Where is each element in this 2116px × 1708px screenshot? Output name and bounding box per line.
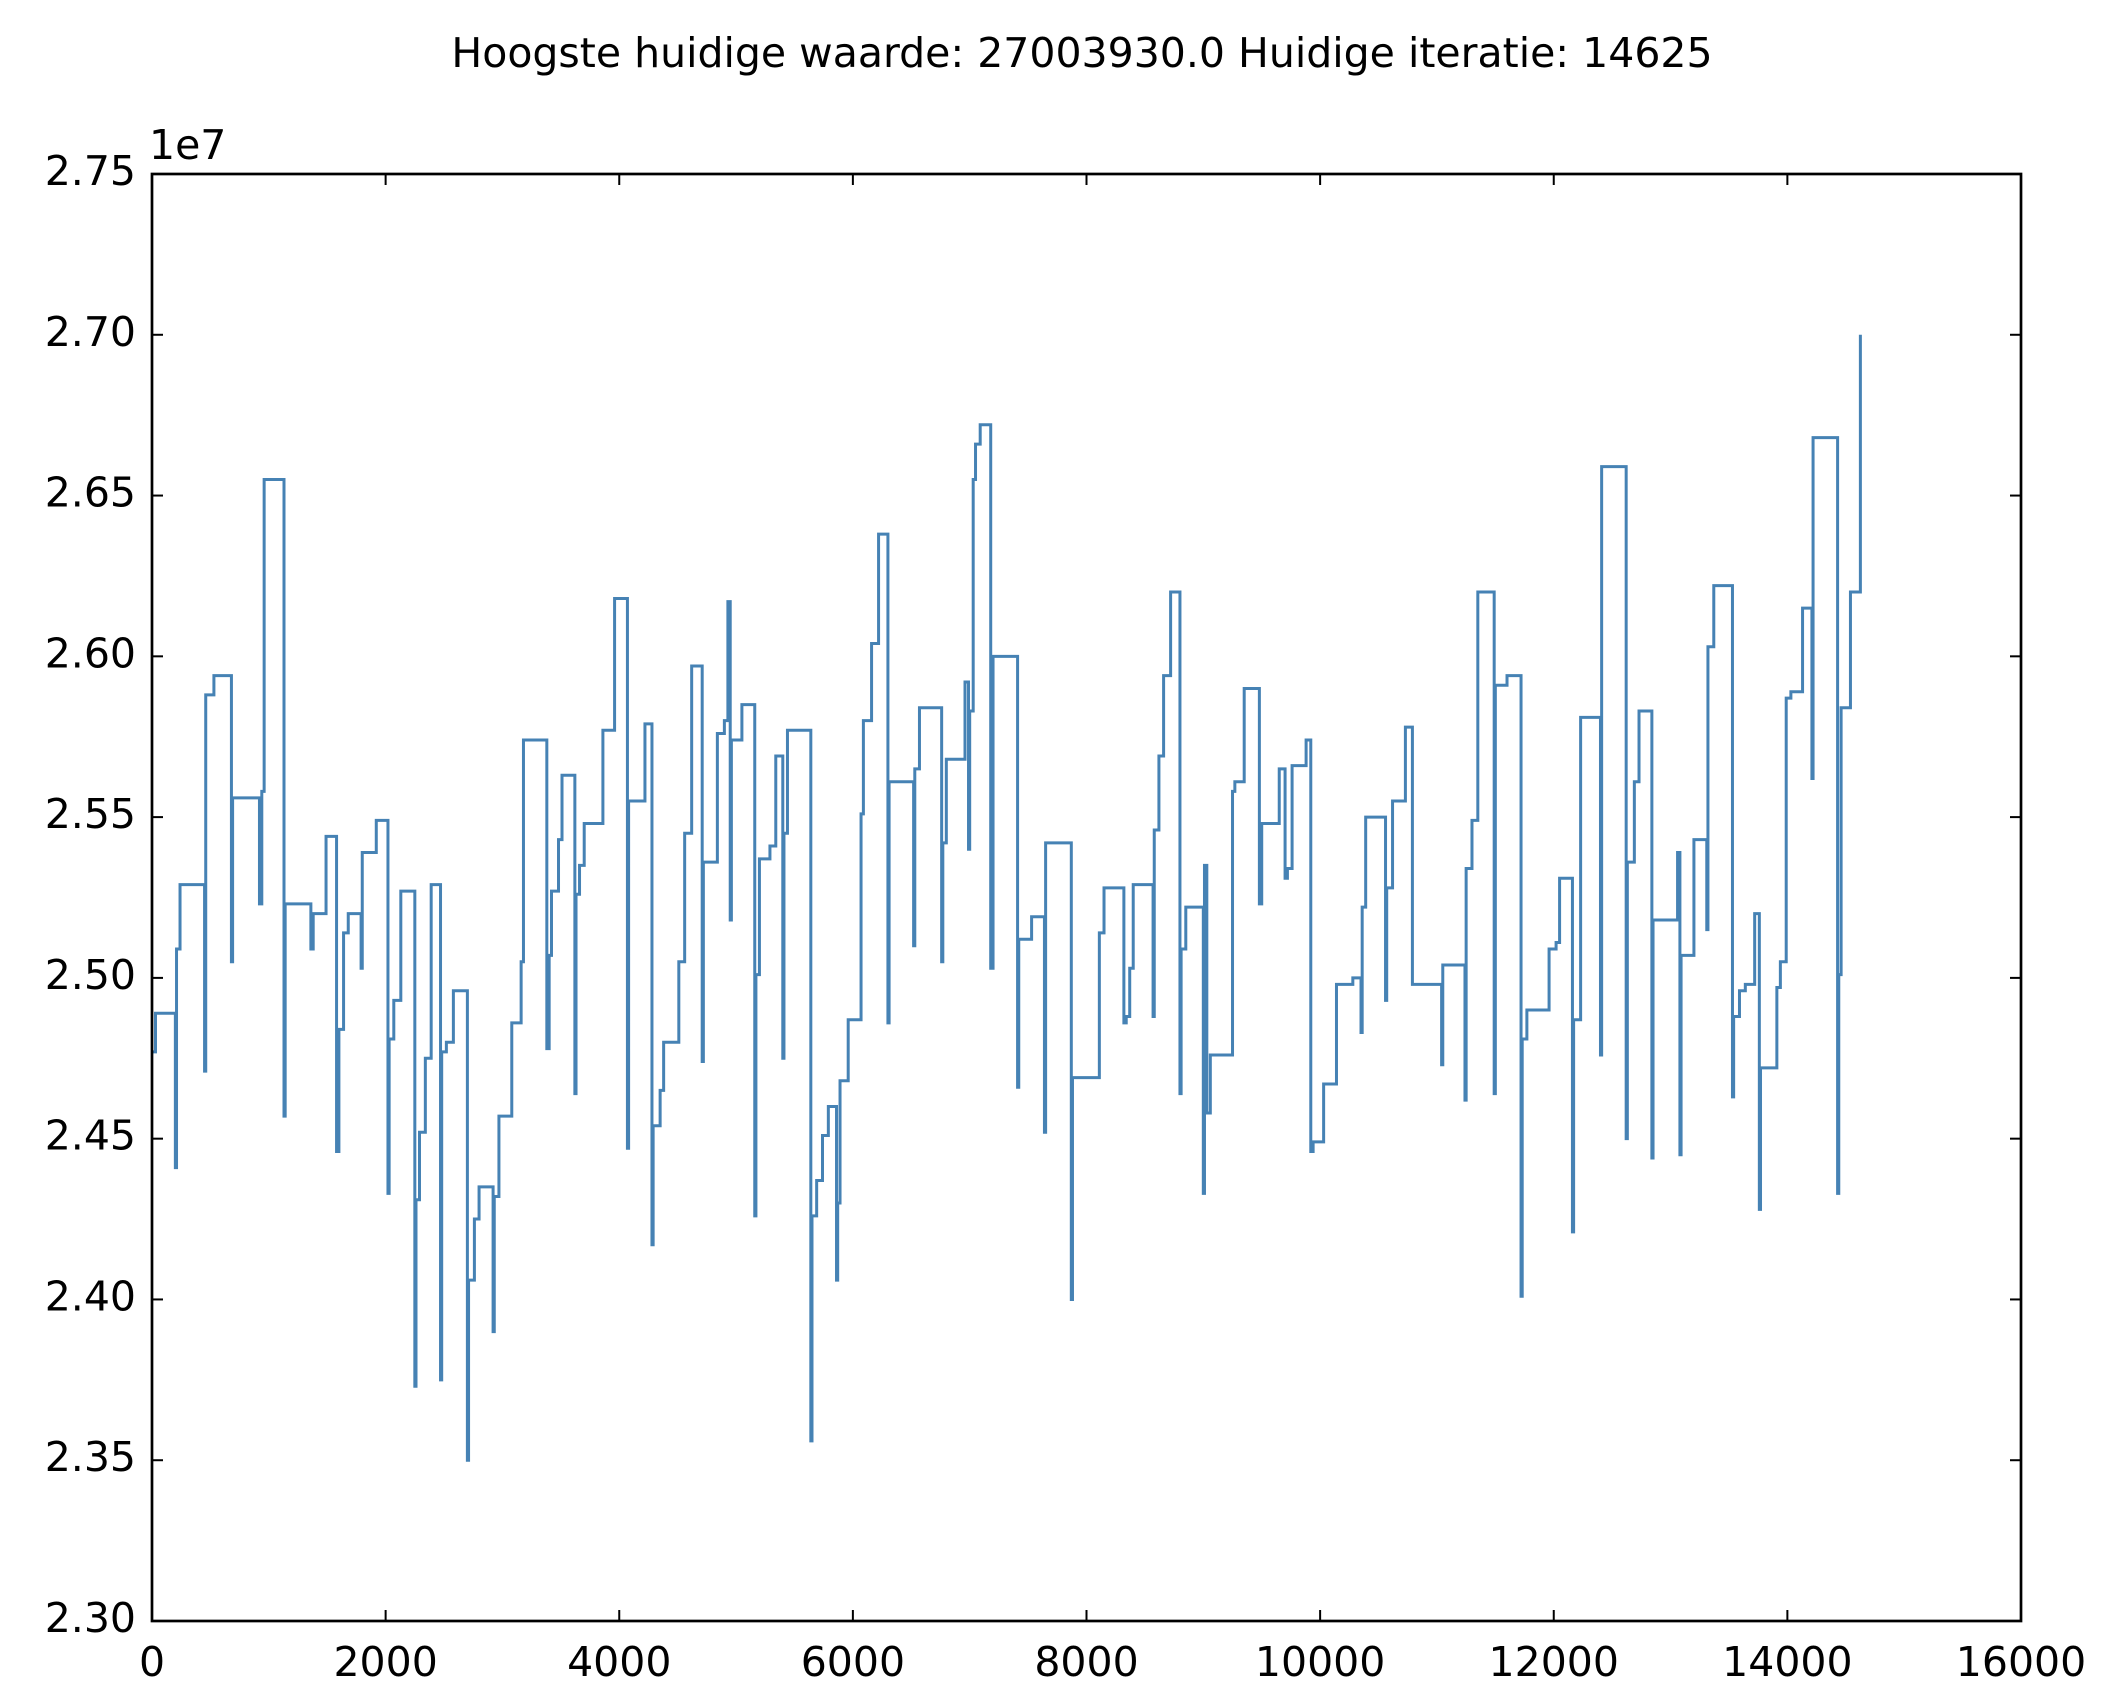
y-tick-label: 2.75 (45, 147, 136, 195)
y-tick-label: 2.45 (45, 1112, 136, 1160)
x-tick-label: 10000 (1255, 1638, 1385, 1686)
y-offset-label: 1e7 (149, 121, 226, 169)
y-tick-label: 2.55 (45, 790, 136, 838)
y-tick-label: 2.70 (45, 308, 136, 356)
x-tick-label: 8000 (1034, 1638, 1138, 1686)
y-tick-label: 2.40 (45, 1272, 136, 1320)
x-tick-label: 12000 (1489, 1638, 1619, 1686)
x-tick-label: 2000 (333, 1638, 437, 1686)
x-tick-label: 16000 (1956, 1638, 2086, 1686)
x-tick-label: 4000 (567, 1638, 671, 1686)
y-tick-label: 2.30 (45, 1594, 136, 1642)
y-tick-label: 2.65 (45, 469, 136, 517)
x-tick-label: 0 (139, 1638, 165, 1686)
x-tick-label: 6000 (801, 1638, 905, 1686)
data-line (152, 334, 1862, 1462)
chart-title: Hoogste huidige waarde: 27003930.0 Huidi… (451, 29, 1712, 77)
x-tick-label: 14000 (1722, 1638, 1852, 1686)
y-tick-label: 2.35 (45, 1433, 136, 1481)
y-tick-label: 2.60 (45, 629, 136, 677)
y-tick-label: 2.50 (45, 951, 136, 999)
